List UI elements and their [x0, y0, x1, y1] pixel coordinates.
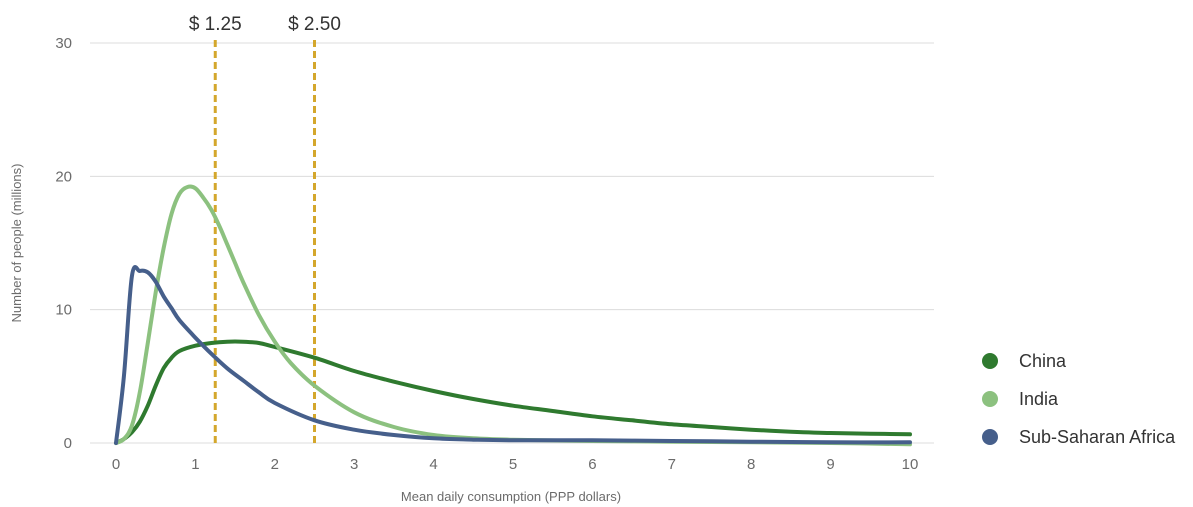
- series-line-china: [114, 339, 912, 445]
- reference-line-label: $ 2.50: [288, 14, 341, 35]
- y-tick-label: 20: [55, 168, 72, 185]
- y-tick-label: 30: [55, 35, 72, 52]
- x-tick-label: 10: [902, 456, 919, 473]
- legend: China India Sub-Saharan Africa: [982, 351, 1176, 447]
- x-tick-label: 4: [429, 456, 437, 473]
- legend-label-china: China: [1019, 351, 1067, 371]
- reference-lines: $ 1.25 $ 2.50: [189, 14, 341, 443]
- series-line-sub-saharan-africa: [114, 265, 912, 445]
- y-axis-label: Number of people (millions): [9, 164, 24, 323]
- x-axis-ticks: 0 1 2 3 4 5 6 7 8 9 10: [112, 456, 919, 473]
- x-tick-label: 9: [826, 456, 834, 473]
- x-tick-label: 5: [509, 456, 517, 473]
- x-tick-label: 1: [191, 456, 199, 473]
- x-tick-label: 2: [271, 456, 279, 473]
- x-tick-label: 0: [112, 456, 120, 473]
- x-tick-label: 8: [747, 456, 755, 473]
- x-tick-label: 6: [588, 456, 596, 473]
- series-lines: [114, 184, 912, 447]
- x-tick-label: 3: [350, 456, 358, 473]
- y-tick-label: 10: [55, 302, 72, 319]
- legend-marker-china: [982, 353, 998, 369]
- reference-line-label: $ 1.25: [189, 14, 242, 35]
- legend-marker-sub-saharan-africa: [982, 429, 998, 445]
- x-axis-label: Mean daily consumption (PPP dollars): [401, 489, 621, 504]
- x-tick-label: 7: [668, 456, 676, 473]
- legend-marker-india: [982, 391, 998, 407]
- y-tick-label: 0: [64, 435, 72, 452]
- y-axis-ticks: 0 10 20 30: [55, 35, 72, 452]
- legend-label-india: India: [1019, 389, 1059, 409]
- legend-label-sub-saharan-africa: Sub-Saharan Africa: [1019, 427, 1176, 447]
